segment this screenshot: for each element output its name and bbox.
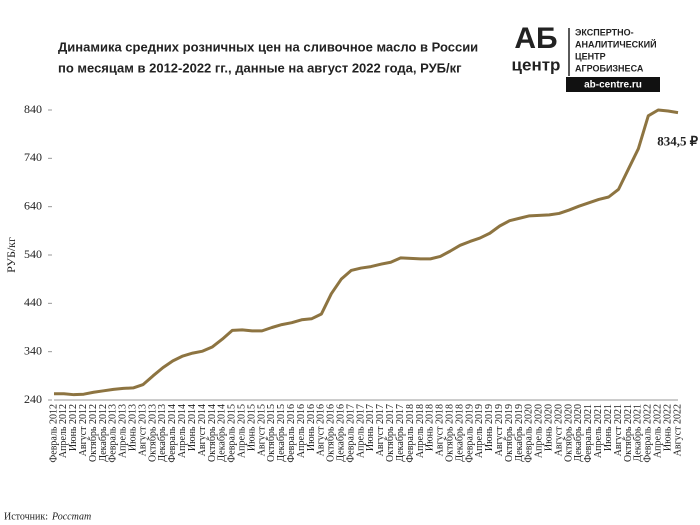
y-tick-label: 440 xyxy=(24,295,42,309)
x-tick-label: Июнь 2014 xyxy=(187,404,198,451)
x-tick-label: Февраль 2019 xyxy=(464,404,475,463)
x-tick-label: Апрель 2015 xyxy=(236,404,247,458)
data-label: 834,5 ₽ xyxy=(657,134,699,149)
logo-text: ЭКСПЕРТНО- xyxy=(575,27,634,37)
x-tick-label: Апрель 2012 xyxy=(58,404,69,458)
x-tick-label: Февраль 2017 xyxy=(345,404,356,463)
source-label: Источник: xyxy=(4,511,48,522)
x-tick-label: Июнь 2021 xyxy=(603,404,614,451)
x-tick-label: Август 2019 xyxy=(494,404,505,456)
x-tick-label: Февраль 2018 xyxy=(405,404,416,463)
logo-mark: АБ xyxy=(514,22,557,55)
x-tick-label: Октябрь 2020 xyxy=(563,404,574,462)
x-tick-label: Июнь 2012 xyxy=(68,404,79,451)
x-tick-label: Декабрь 2015 xyxy=(276,404,287,462)
logo: АБ центр ЭКСПЕРТНО- АНАЛИТИЧЕСКИЙ ЦЕНТР … xyxy=(512,22,660,92)
x-tick-label: Август 2016 xyxy=(316,404,327,456)
y-tick-label: 740 xyxy=(24,150,42,164)
x-tick-label: Июнь 2015 xyxy=(246,404,257,451)
x-tick-label: Декабрь 2012 xyxy=(98,404,109,462)
x-tick-label: Июнь 2013 xyxy=(128,404,139,451)
x-tick-label: Декабрь 2013 xyxy=(157,404,168,462)
x-tick-label: Октябрь 2017 xyxy=(385,404,396,462)
x-tick-label: Февраль 2016 xyxy=(286,404,297,463)
x-tick-label: Декабрь 2020 xyxy=(573,404,584,462)
y-tick-label: 340 xyxy=(24,343,42,357)
x-tick-label: Август 2017 xyxy=(375,404,386,456)
x-tick-label: Апрель 2022 xyxy=(652,404,663,458)
x-tick-label: Апрель 2014 xyxy=(177,404,188,458)
x-tick-label: Февраль 2020 xyxy=(524,404,535,463)
y-tick-label: 640 xyxy=(24,198,42,212)
x-tick-label: Апрель 2013 xyxy=(118,404,129,458)
x-tick-label: Февраль 2015 xyxy=(227,404,238,463)
x-tick-label: Декабрь 2019 xyxy=(514,404,525,462)
x-tick-label: Апрель 2019 xyxy=(474,404,485,458)
x-tick-label: Июнь 2016 xyxy=(306,404,317,451)
x-tick-label: Август 2020 xyxy=(553,404,564,456)
x-tick-label: Апрель 2016 xyxy=(296,404,307,458)
x-tick-label: Август 2021 xyxy=(613,404,624,456)
x-tick-label: Декабрь 2018 xyxy=(454,404,465,462)
x-tick-label: Октябрь 2019 xyxy=(504,404,515,462)
logo-text: АНАЛИТИЧЕСКИЙ xyxy=(575,38,657,49)
x-tick-label: Февраль 2013 xyxy=(108,404,119,463)
logo-url-box xyxy=(566,77,660,92)
x-tick-label: Июнь 2020 xyxy=(544,404,555,451)
x-tick-label: Февраль 2021 xyxy=(583,404,594,463)
x-tick-label: Апрель 2020 xyxy=(534,404,545,458)
x-tick-label: Август 2018 xyxy=(435,404,446,456)
x-tick-label: Февраль 2012 xyxy=(48,404,59,463)
logo-text: ЦЕНТР xyxy=(575,51,606,61)
x-tick-label: Февраль 2022 xyxy=(643,404,654,463)
y-tick-label: 540 xyxy=(24,247,42,261)
logo-text: АГРОБИЗНЕСА xyxy=(575,63,644,73)
x-tick-label: Декабрь 2017 xyxy=(395,404,406,462)
y-axis-label: РУБ/кг xyxy=(4,237,18,273)
chart-title: Динамика средних розничных цен на сливоч… xyxy=(58,39,478,54)
series-line xyxy=(54,108,679,397)
x-tick-label: Декабрь 2014 xyxy=(217,404,228,462)
y-tick-label: 240 xyxy=(24,392,42,406)
logo-mark: центр xyxy=(512,55,561,74)
x-tick-label: Июнь 2017 xyxy=(365,404,376,451)
x-tick-label: Октябрь 2018 xyxy=(444,404,455,462)
x-tick-label: Февраль 2014 xyxy=(167,404,178,463)
x-tick-label: Декабрь 2016 xyxy=(336,404,347,462)
x-tick-label: Декабрь 2021 xyxy=(633,404,644,462)
x-tick-label: Июнь 2018 xyxy=(425,404,436,451)
logo-url: ab-centre.ru xyxy=(584,80,642,91)
source: Росстат xyxy=(51,511,91,522)
x-tick-label: Апрель 2018 xyxy=(415,404,426,458)
x-tick-label: Август 2022 xyxy=(672,404,683,456)
x-tick-label: Август 2012 xyxy=(78,404,89,456)
x-tick-label: Апрель 2017 xyxy=(355,404,366,458)
x-tick-label: Октябрь 2014 xyxy=(207,404,218,462)
x-tick-label: Октябрь 2012 xyxy=(88,404,99,462)
x-tick-label: Август 2014 xyxy=(197,404,208,456)
x-tick-label: Август 2015 xyxy=(256,404,267,456)
chart-title: по месяцам в 2012-2022 гг., данные на ав… xyxy=(58,60,462,75)
x-tick-label: Октябрь 2015 xyxy=(266,404,277,462)
x-tick-label: Октябрь 2013 xyxy=(147,404,158,462)
x-tick-label: Октябрь 2021 xyxy=(623,404,634,462)
x-tick-label: Август 2013 xyxy=(137,404,148,456)
x-tick-label: Июнь 2019 xyxy=(484,404,495,451)
x-tick-label: Июнь 2022 xyxy=(662,404,673,451)
y-tick-label: 840 xyxy=(24,102,42,116)
x-tick-label: Апрель 2021 xyxy=(593,404,604,458)
x-tick-label: Октябрь 2016 xyxy=(326,404,337,462)
